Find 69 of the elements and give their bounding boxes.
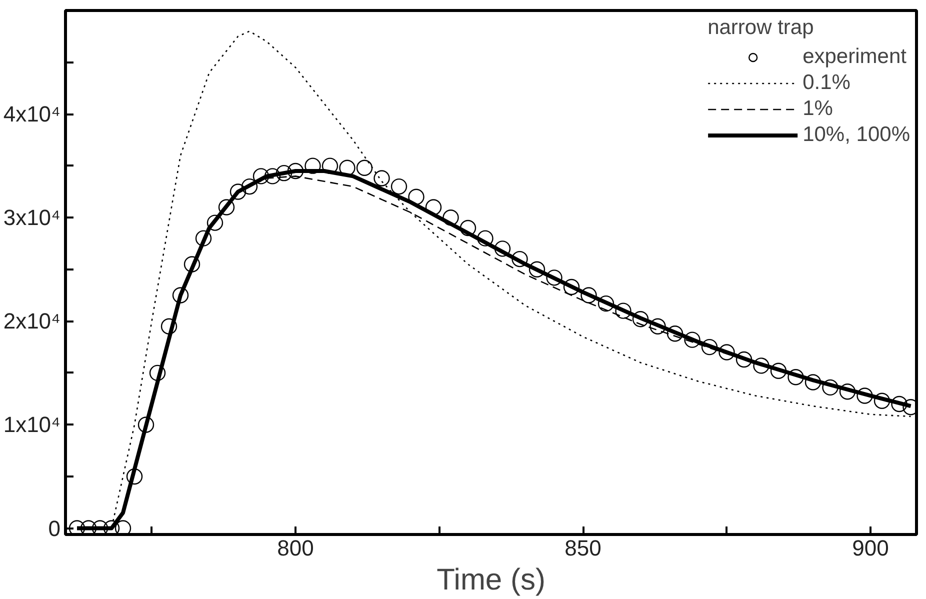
- point: [195, 230, 212, 246]
- point: [322, 158, 338, 174]
- point: [528, 261, 546, 278]
- x-axis-title: Time (s): [436, 564, 546, 596]
- point: [206, 214, 224, 231]
- point: [666, 326, 684, 342]
- point: [103, 520, 120, 534]
- point: [650, 318, 666, 334]
- point: [374, 170, 390, 186]
- point: [580, 287, 597, 304]
- point: [252, 168, 270, 184]
- y-tick-label: 4x10⁴: [3, 102, 61, 127]
- point: [753, 358, 770, 374]
- point: [339, 160, 356, 176]
- point: [264, 168, 281, 184]
- point: [460, 220, 476, 236]
- point: [218, 199, 235, 216]
- x-tick-label: 850: [564, 536, 602, 560]
- point: [804, 374, 822, 390]
- point: [736, 351, 752, 368]
- point: [442, 210, 459, 226]
- point: [512, 250, 528, 268]
- legend-label: 1%: [802, 97, 833, 121]
- point: [408, 188, 424, 205]
- y-tick-label: 1x10⁴: [3, 412, 61, 438]
- point: [563, 278, 580, 296]
- point: [68, 520, 86, 534]
- point: [287, 162, 304, 180]
- point: [80, 520, 97, 534]
- point: [788, 369, 804, 386]
- point: [390, 178, 408, 195]
- point: [126, 468, 143, 485]
- point: [684, 332, 700, 348]
- point: [160, 318, 178, 334]
- point: [856, 388, 873, 404]
- y-tick-label: 2x10⁴: [3, 308, 61, 334]
- point: [822, 379, 838, 396]
- point: [276, 165, 292, 182]
- point: [304, 158, 321, 174]
- x-tick-label: 800: [277, 536, 314, 560]
- point: [114, 520, 132, 534]
- point: [92, 520, 108, 534]
- point: [891, 396, 908, 412]
- point: [477, 230, 494, 246]
- point: [615, 302, 632, 319]
- y-tick-label: 0: [48, 516, 61, 541]
- point: [138, 416, 154, 433]
- legend-label: 0.1%: [802, 71, 850, 95]
- point: [598, 295, 614, 312]
- y-tick-label: 3x10⁴: [3, 205, 61, 230]
- point: [632, 311, 649, 328]
- point: [839, 384, 856, 400]
- point: [241, 178, 258, 195]
- legend-label: experiment: [802, 45, 906, 69]
- point: [546, 270, 562, 286]
- point: [184, 256, 200, 272]
- point: [874, 392, 890, 409]
- point: [230, 184, 246, 200]
- x-tick-label: 900: [852, 536, 889, 560]
- point: [494, 240, 511, 257]
- point: [356, 160, 373, 176]
- point: [770, 362, 787, 379]
- legend-label: 10%, 100%: [802, 123, 910, 147]
- point: [701, 338, 718, 356]
- legend-title: narrow trap: [708, 16, 815, 40]
- point: [718, 344, 735, 360]
- point: [425, 199, 442, 216]
- point: [172, 287, 189, 304]
- point: [149, 364, 166, 382]
